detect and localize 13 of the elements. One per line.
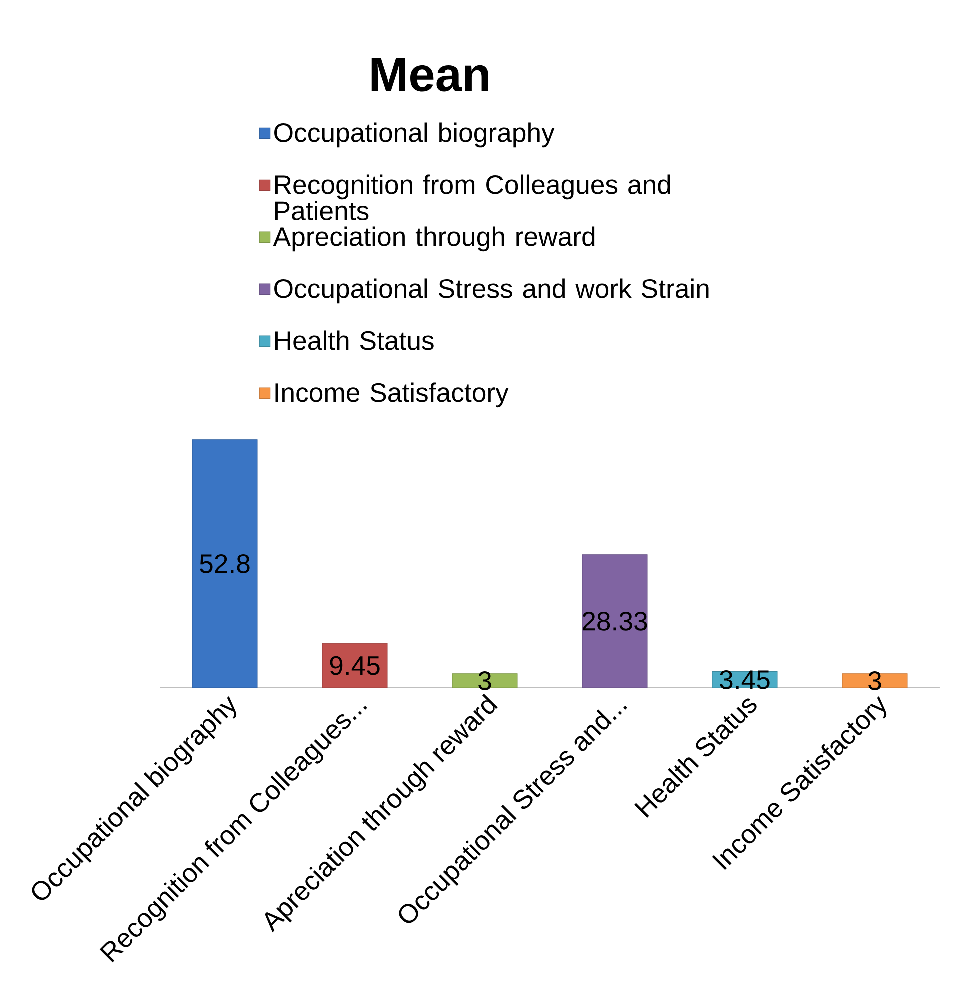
chart-title: Mean bbox=[372, 58, 488, 92]
legend-label: Occupational Stress and work Strain bbox=[274, 278, 709, 304]
data-label: 3 bbox=[868, 672, 882, 690]
legend-label: Apreciation through reward bbox=[273, 226, 595, 252]
data-label: 3.45 bbox=[720, 670, 770, 690]
data-label: 3 bbox=[478, 672, 492, 690]
data-label: 28.33 bbox=[582, 612, 648, 631]
data-label: 9.45 bbox=[330, 656, 380, 676]
legend-label: Income Satisfactory bbox=[276, 382, 509, 408]
legend-label: Health Status bbox=[275, 330, 434, 350]
legend-label: Occupational biography bbox=[274, 122, 555, 148]
data-label: 52.8 bbox=[200, 554, 250, 574]
legend-label: Recognition from Colleagues and Patients bbox=[275, 174, 670, 221]
